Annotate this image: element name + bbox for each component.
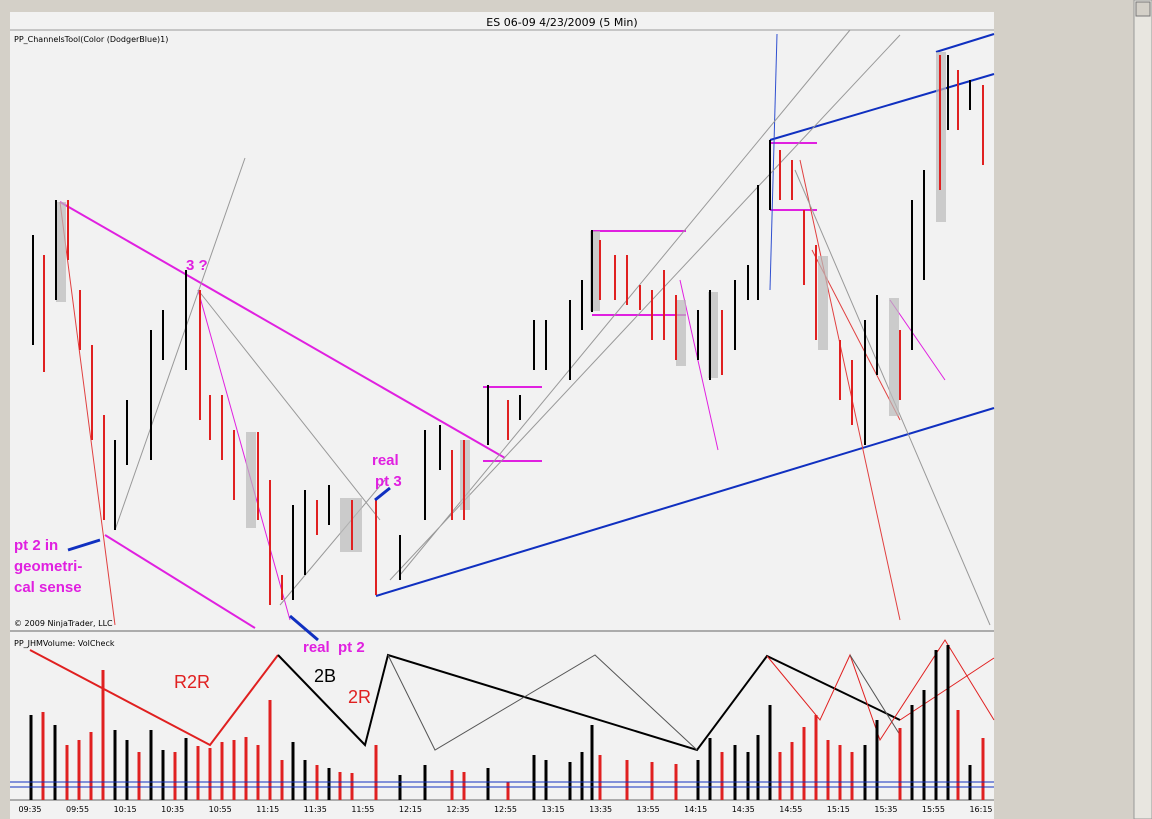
time-label: 10:55 xyxy=(209,805,232,814)
annotation: pt 3 xyxy=(375,473,402,490)
time-label: 13:35 xyxy=(589,805,612,814)
price-indicator-label: PP_ChannelsTool(Color (DodgerBlue)1) xyxy=(14,35,168,44)
time-label: 12:35 xyxy=(446,805,469,814)
chart-bg xyxy=(10,12,994,819)
arrows xyxy=(67,486,391,642)
time-label: 09:55 xyxy=(66,805,89,814)
volume-bars xyxy=(29,645,985,800)
copyright: © 2009 NinjaTrader, LLC xyxy=(14,619,113,628)
time-label: 15:35 xyxy=(874,805,897,814)
time-label: 12:15 xyxy=(399,805,422,814)
annotation: 2B xyxy=(314,666,336,686)
annotation: pt 2 in xyxy=(14,537,58,554)
scroll-up-button[interactable] xyxy=(1135,1,1151,17)
price-bars xyxy=(32,55,984,605)
time-label: 11:55 xyxy=(351,805,374,814)
time-label: 15:15 xyxy=(827,805,850,814)
time-label: 15:55 xyxy=(922,805,945,814)
annotation: 3 ? xyxy=(186,257,208,274)
time-axis: 09:35 09:55 10:15 10:35 10:55 11:15 11:35 11:55… xyxy=(18,805,992,814)
time-label: 14:55 xyxy=(779,805,802,814)
time-label: 12:55 xyxy=(494,805,517,814)
time-label: 13:15 xyxy=(542,805,565,814)
time-label: 10:15 xyxy=(114,805,137,814)
time-label: 14:35 xyxy=(732,805,755,814)
time-label: 13:55 xyxy=(637,805,660,814)
volume-levels xyxy=(10,781,994,788)
time-label: 16:15 xyxy=(969,805,992,814)
time-label: 11:35 xyxy=(304,805,327,814)
chart-title: ES 06-09 4/23/2009 (5 Min) xyxy=(486,16,637,29)
trendlines xyxy=(59,29,995,629)
annotation: real xyxy=(372,452,399,469)
annotation: 2R xyxy=(348,687,371,707)
annotation: cal sense xyxy=(14,579,82,596)
volume-indicator-label: PP_JHMVolume: VolCheck xyxy=(14,639,115,648)
annotation: real pt 2 xyxy=(303,639,365,656)
scrollbar[interactable] xyxy=(1133,0,1152,819)
volume-swings xyxy=(29,639,995,752)
time-label: 14:15 xyxy=(684,805,707,814)
annotation: geometri- xyxy=(14,558,82,575)
time-label: 11:15 xyxy=(256,805,279,814)
time-label: 10:35 xyxy=(161,805,184,814)
time-label: 09:35 xyxy=(18,805,41,814)
annotation: R2R xyxy=(174,672,210,692)
